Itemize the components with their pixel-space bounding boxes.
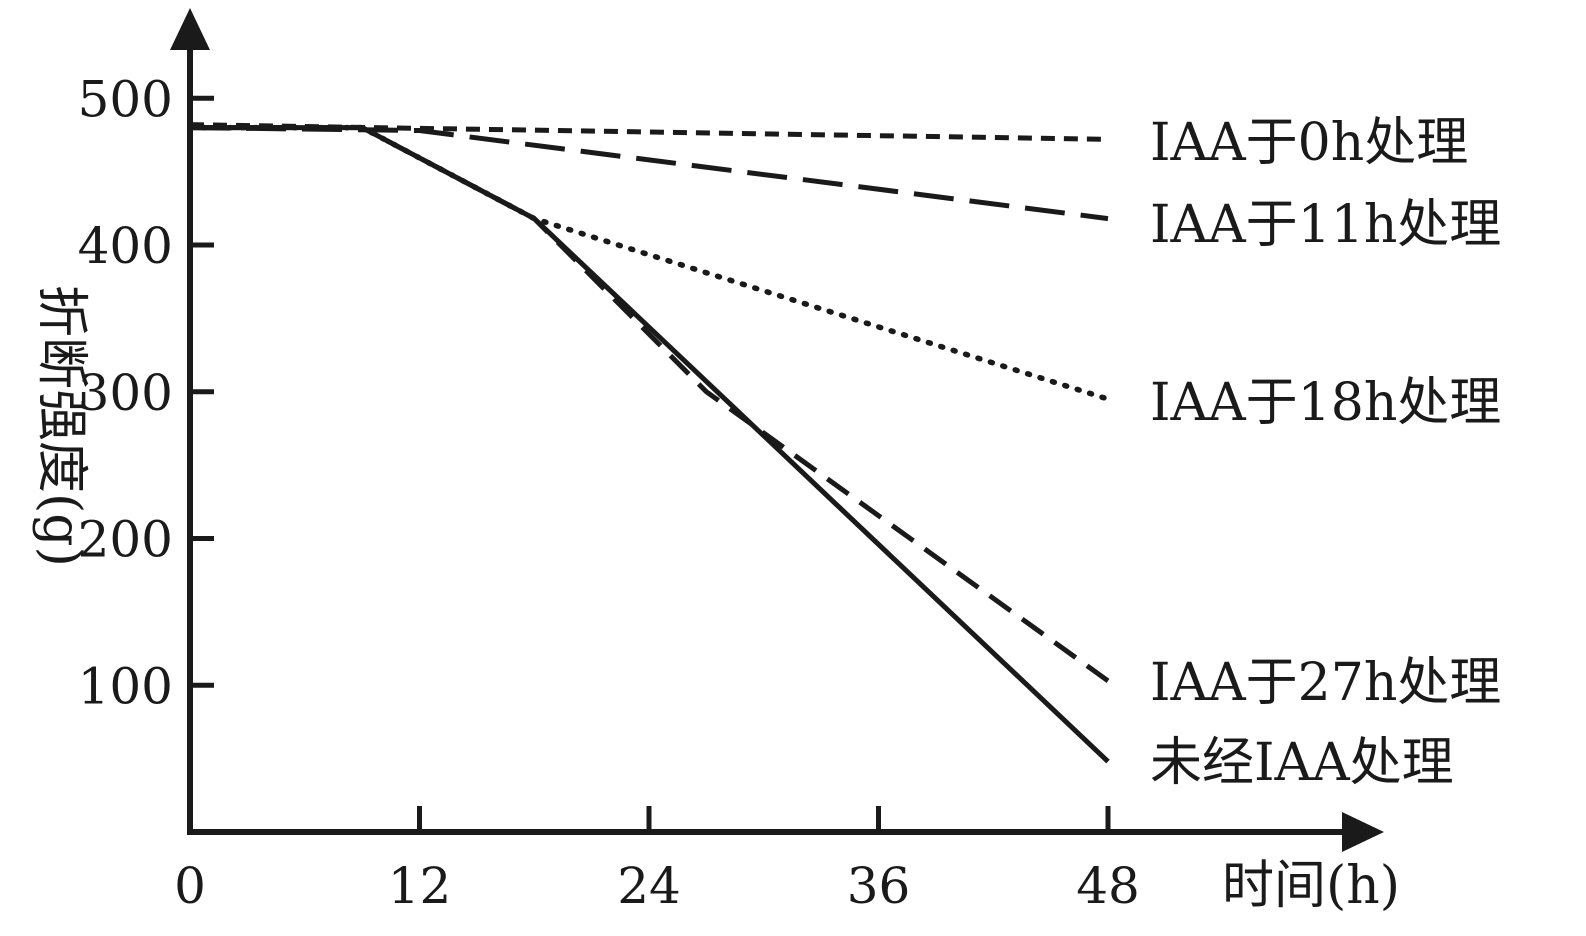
x-tick-label: 12 — [388, 857, 452, 915]
x-axis-arrow — [1342, 812, 1384, 852]
x-tick-label: 0 — [174, 857, 206, 915]
y-ticks: 100 200 300 400 500 — [78, 70, 214, 715]
series-lines — [187, 122, 1111, 764]
series-label-2: IAA于11h处理 — [1150, 195, 1501, 255]
y-tick-label: 200 — [78, 511, 173, 569]
series-label-1: IAA于0h处理 — [1150, 113, 1468, 173]
series-line-2 — [189, 125, 1109, 222]
y-axis-title: 折断强度(g) — [31, 285, 91, 567]
series-label-5: 未经IAA处理 — [1150, 733, 1454, 793]
x-tick-label: 36 — [847, 857, 911, 915]
series-line-3 — [187, 124, 1111, 402]
y-tick-label: 100 — [78, 657, 173, 715]
series-labels: IAA于0h处理 IAA于11h处理 IAA于18h处理 IAA于27h处理未经IAA… — [1150, 113, 1501, 793]
x-tick-label: 24 — [617, 857, 681, 915]
series-line-1 — [189, 122, 1109, 142]
y-axis-arrow — [170, 8, 210, 50]
x-axis-title: 时间(h) — [1222, 856, 1400, 916]
y-tick-label: 400 — [78, 217, 173, 275]
series-label-4: IAA于27h处理 — [1150, 653, 1501, 713]
series-label-3: IAA于18h处理 — [1150, 373, 1501, 433]
x-tick-label: 48 — [1076, 857, 1140, 915]
y-tick-label: 300 — [78, 364, 173, 422]
y-tick-label: 500 — [78, 70, 173, 128]
series-line-5 — [190, 125, 1110, 764]
series-line-4 — [190, 125, 1110, 683]
axes — [187, 40, 1345, 835]
x-ticks: 0 12 24 36 48 — [174, 806, 1140, 915]
